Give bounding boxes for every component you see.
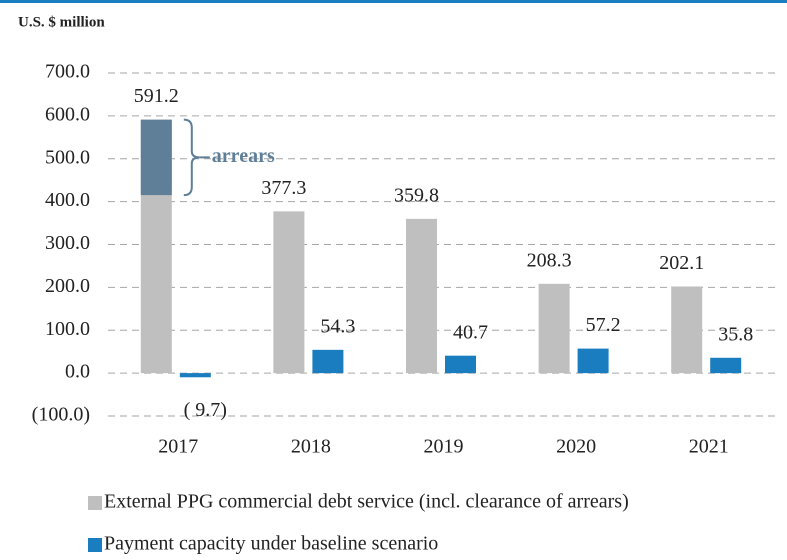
annotation: arrears [212, 145, 275, 167]
y-tick-label: 600.0 [45, 103, 90, 125]
bar [671, 286, 703, 374]
data-label: 40.7 [453, 321, 488, 343]
legend-swatch [88, 538, 102, 552]
data-label: 54.3 [320, 315, 355, 337]
data-label: 377.3 [261, 177, 306, 199]
x-tick-label: 2017 [158, 436, 198, 458]
x-tick-label: 2019 [424, 436, 464, 458]
y-tick-label: 200.0 [45, 275, 90, 297]
bar [577, 348, 609, 374]
data-label: 359.8 [394, 184, 439, 206]
top-rule [0, 0, 787, 3]
y-tick-label: 0.0 [65, 361, 90, 383]
data-label: ( 9.7) [184, 399, 227, 421]
legend-label: External PPG commercial debt service (in… [104, 491, 629, 513]
x-tick-label: 2018 [291, 436, 331, 458]
y-tick-label: 400.0 [45, 189, 90, 211]
data-label: 35.8 [718, 323, 753, 345]
y-tick-label: (100.0) [32, 404, 90, 426]
bar [445, 355, 476, 374]
data-label: 57.2 [586, 314, 621, 336]
x-tick-label: 2021 [689, 436, 729, 458]
data-label: 202.1 [659, 252, 704, 274]
unit-label: U.S. $ million [18, 14, 105, 30]
legend-swatch [88, 496, 102, 510]
bar [538, 283, 570, 374]
y-tick-label: 700.0 [45, 61, 90, 83]
bar [179, 373, 211, 378]
data-label: 591.2 [134, 85, 179, 107]
bar [312, 349, 344, 374]
data-label: 208.3 [527, 249, 572, 271]
arrears-segment [140, 119, 172, 196]
brace [183, 118, 200, 197]
bar [273, 211, 305, 374]
x-tick-label: 2020 [556, 436, 596, 458]
bar [406, 218, 437, 374]
y-tick-label: 500.0 [45, 146, 90, 168]
legend-label: Payment capacity under baseline scenario [104, 533, 438, 555]
bar [710, 357, 742, 374]
y-tick-label: 300.0 [45, 232, 90, 254]
y-tick-label: 100.0 [45, 318, 90, 340]
